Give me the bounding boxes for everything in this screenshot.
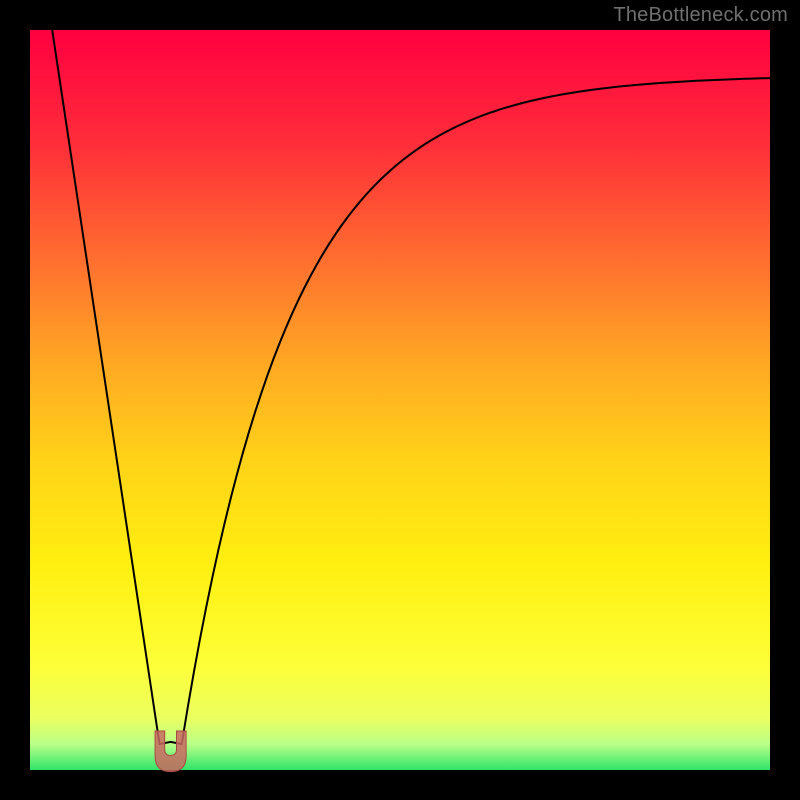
bottleneck-chart (0, 0, 800, 800)
chart-container: TheBottleneck.com (0, 0, 800, 800)
plot-background (30, 30, 770, 770)
